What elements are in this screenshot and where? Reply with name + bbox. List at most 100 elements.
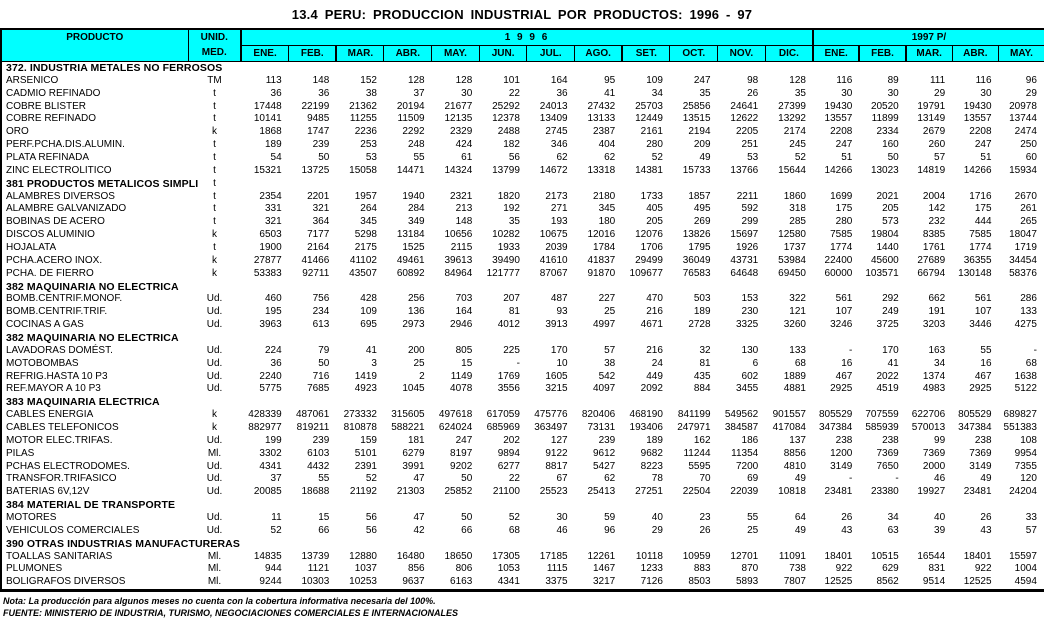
data-cell: 4671 [640,319,663,331]
data-cell: 1467 [593,563,616,575]
data-cell: 230 [741,306,759,318]
data-cell: 191 [928,306,946,318]
data-cell: 15597 [1009,550,1037,562]
data-cell: 3217 [593,576,616,588]
data-cell: 592 [741,203,759,215]
data-cell: 2211 [736,190,759,202]
section-header-unit: t [213,177,216,189]
data-cell: 66794 [917,267,946,279]
data-cell: 43507 [349,267,377,279]
data-cell: 15058 [349,164,377,176]
data-cell: 2236 [354,126,377,138]
data-cell: 7650 [876,460,899,472]
data-cell: 27689 [917,254,946,266]
unit-of-measure: t [213,87,216,99]
data-cell: 349 [407,216,425,228]
data-cell: 99 [934,434,946,446]
product-row: BATERIAS 6V,12V Ud. 20085 18688 21192 21303 25… [1,486,1044,499]
data-cell: 1716 [969,190,992,202]
product-name: BATERIAS 6V,12V [6,486,90,498]
data-cell: 66 [318,524,330,536]
data-cell: 152 [360,74,377,86]
section-header-row: 381 PRODUCTOS METALICOS SIMPLI t [1,178,1044,191]
product-row: ZINC ELECTROLITICO t 15321 13725 15058 14471 1… [1,165,1044,178]
data-cell: 1784 [593,242,616,253]
data-cell: 46 [934,473,946,485]
data-cell: 12135 [444,113,473,125]
data-cell: 61 [461,151,473,163]
data-cell: 18401 [824,550,853,562]
unit-of-measure: k [212,254,217,266]
data-cell: 49 [794,524,806,536]
data-cell: 170 [882,344,899,356]
data-cell: 2022 [876,370,899,382]
data-cell: 116 [836,74,853,86]
data-cell: 10656 [444,229,473,241]
data-cell: 1737 [783,242,806,253]
data-cell: 68 [1025,357,1037,369]
data-cell: 111 [929,74,946,86]
data-cell: 831 [928,563,946,575]
data-cell: 239 [598,434,616,446]
data-cell: 1957 [354,190,377,202]
product-name: CADMIO REFINADO [6,87,101,99]
data-cell: 5775 [259,383,282,395]
data-cell: 52 [365,473,377,485]
data-cell: 805529 [958,409,992,421]
product-name: PCHA. DE FIERRO [6,267,94,279]
data-cell: 347384 [958,422,992,434]
data-cell: 92711 [302,267,330,279]
data-cell: 109677 [629,267,663,279]
data-cell: 16 [980,357,992,369]
product-row: PILAS Ml. 3302 6103 5101 6279 8197 9894 9122 9612… [1,448,1044,461]
data-cell: 36049 [682,254,711,266]
column-header-jun-1996: JUN. [478,45,528,62]
data-cell: 200 [407,344,425,356]
data-cell: 2194 [688,126,711,138]
data-cell: 2387 [593,126,616,138]
data-cell: 2354 [259,190,282,202]
unit-of-measure: k [212,126,217,138]
data-cell: 1706 [640,242,663,253]
data-cell: 26 [841,512,853,524]
data-cell: 91870 [587,267,616,279]
unit-of-measure: k [212,409,217,421]
data-cell: 39490 [492,254,520,266]
data-cell: 14471 [396,164,425,176]
section-header-label: 384 MATERIAL DE TRANSPORTE [6,499,176,512]
data-cell: 10303 [301,576,330,588]
data-cell: 216 [646,306,663,318]
data-cell: 29 [934,87,946,99]
data-cell: 264 [360,203,377,215]
section-header-filler [241,332,1044,345]
product-name: PILAS [6,447,35,459]
data-cell: 56 [365,524,377,536]
data-cell: 2000 [922,460,946,472]
product-row: BOMB.CENTRIF.MONOF. Ud. 460 756 428 256 703 207… [1,293,1044,306]
data-cell: 232 [928,216,946,228]
data-cell: 2329 [450,126,473,138]
data-cell: 205 [646,216,663,228]
data-cell: 43 [980,524,992,536]
data-cell: 2474 [1014,126,1037,138]
data-cell: 280 [646,139,663,151]
data-cell: 470 [646,293,663,305]
data-cell: 3215 [545,383,568,395]
unit-of-measure: t [213,190,216,202]
unit-of-measure: t [213,100,216,112]
data-cell: 3913 [545,319,568,331]
data-cell: 69 [747,473,759,485]
product-name: TOALLAS SANITARIAS [6,550,113,562]
data-cell: 76583 [682,267,711,279]
data-cell: 1037 [354,563,377,575]
product-row: CABLES ENERGIA k 428339 487061 273332 315605 4… [1,409,1044,422]
data-cell: 159 [360,434,377,446]
data-cell: 292 [882,293,899,305]
product-name: ZINC ELECTROLITICO [6,164,112,176]
data-cell: - [849,473,853,485]
data-cell: 347384 [818,422,853,434]
data-cell: 13133 [587,113,616,125]
data-cell: 384587 [724,422,759,434]
product-name: CABLES TELEFONICOS [6,422,119,434]
data-cell: 10118 [635,550,663,562]
